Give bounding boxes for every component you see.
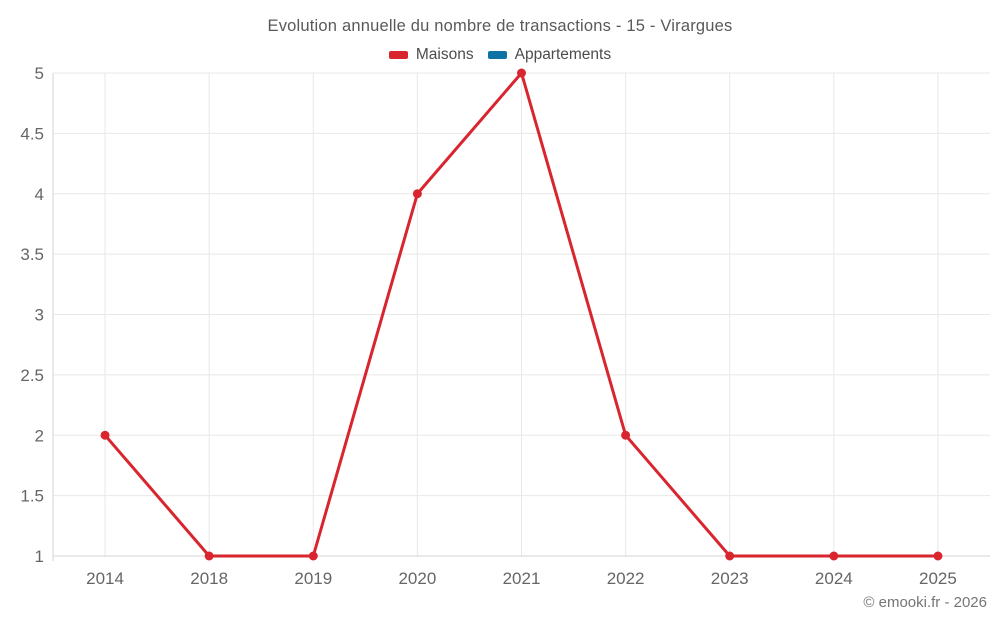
chart-title: Evolution annuelle du nombre de transact… xyxy=(267,17,733,35)
data-point-maisons[interactable] xyxy=(308,551,318,561)
y-axis-tick-label: 4.5 xyxy=(20,124,44,143)
legend-item-maisons[interactable]: Maisons xyxy=(388,46,474,64)
x-axis-tick-label: 2014 xyxy=(86,569,124,588)
y-axis-tick-label: 1.5 xyxy=(20,487,44,506)
y-axis-tick-label: 3.5 xyxy=(20,245,44,264)
y-axis-tick-label: 2 xyxy=(35,426,44,445)
x-axis-tick-label: 2021 xyxy=(503,569,541,588)
data-point-maisons[interactable] xyxy=(621,430,631,440)
x-axis-tick-label: 2023 xyxy=(711,569,749,588)
legend-item-appartements[interactable]: Appartements xyxy=(487,46,612,64)
x-axis-tick-label: 2018 xyxy=(190,569,228,588)
y-axis-tick-label: 4 xyxy=(35,185,44,204)
appartements-legend-label: Appartements xyxy=(514,46,612,63)
x-axis-tick-label: 2022 xyxy=(607,569,645,588)
maisons-series-swatch-icon xyxy=(388,51,408,59)
data-point-maisons[interactable] xyxy=(100,430,110,440)
y-axis-tick-label: 5 xyxy=(35,64,44,83)
data-point-maisons[interactable] xyxy=(517,68,526,78)
copyright: © emooki.fr - 2026 xyxy=(863,594,987,611)
data-point-maisons[interactable] xyxy=(829,551,839,561)
maisons-legend-label: Maisons xyxy=(415,46,474,63)
x-axis-tick-label: 2024 xyxy=(815,569,853,588)
x-axis-tick-label: 2019 xyxy=(294,569,332,588)
data-point-maisons[interactable] xyxy=(725,551,735,561)
x-axis-tick-label: 2025 xyxy=(919,569,957,588)
data-point-maisons[interactable] xyxy=(204,551,214,561)
data-point-maisons[interactable] xyxy=(933,551,943,561)
y-axis-tick-label: 2.5 xyxy=(20,366,44,385)
legend: Maisons Appartements xyxy=(0,46,1000,64)
x-axis-tick-label: 2020 xyxy=(398,569,436,588)
y-axis-tick-label: 3 xyxy=(35,306,44,325)
appartements-series-swatch-icon xyxy=(487,51,507,59)
y-axis-tick-label: 1 xyxy=(35,547,44,566)
data-point-maisons[interactable] xyxy=(412,189,422,199)
